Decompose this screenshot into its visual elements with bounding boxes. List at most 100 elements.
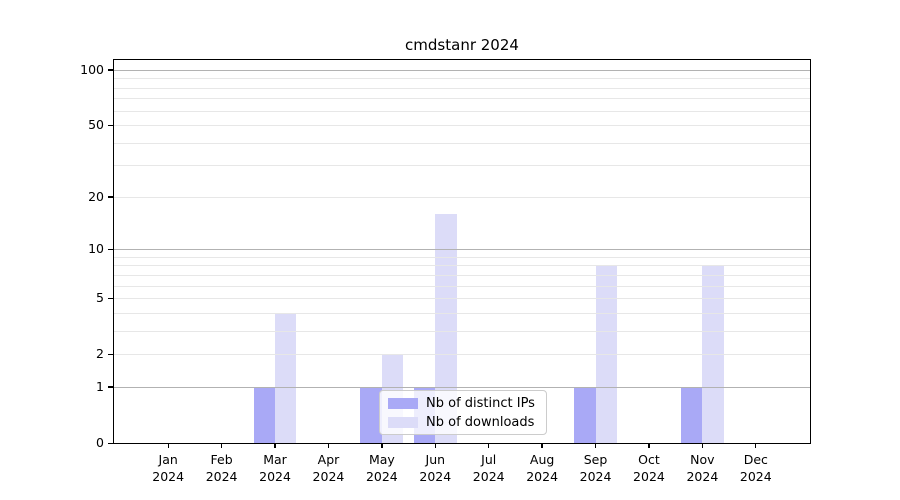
- x-tick-mark: [167, 443, 169, 448]
- grid-line-minor: [114, 110, 810, 112]
- plot-area: 0 1 2 5 10 20 50 100 Jan 2024 Feb 2024 Mar 2024 Apr 202…: [80, 59, 811, 484]
- x-tick-label-year: 2024: [205, 469, 238, 484]
- bar-distinct_ips-may: [360, 386, 382, 443]
- y-tick-label: 5: [96, 290, 104, 306]
- grid-line-minor: [114, 312, 810, 314]
- grid-line-minor: [114, 285, 810, 287]
- legend-label: Nb of downloads: [426, 414, 535, 430]
- y-tick-label: 50: [88, 117, 104, 133]
- x-tick-label-year: 2024: [633, 469, 665, 484]
- x-tick-mark: [381, 443, 383, 448]
- y-tick-mark: [108, 353, 113, 355]
- grid-line-minor: [114, 125, 810, 127]
- grid-line-minor: [114, 256, 810, 258]
- x-tick-label-month: Oct: [638, 452, 660, 467]
- y-tick-label: 10: [88, 241, 104, 257]
- y-tick-label: 1: [96, 378, 104, 394]
- x-tick-label: Dec 2024: [724, 451, 788, 485]
- grid-line-major: [114, 69, 810, 71]
- x-tick-label-month: Dec: [743, 452, 768, 467]
- x-tick-label: Aug 2024: [510, 451, 574, 485]
- x-tick-label: Feb 2024: [190, 451, 254, 485]
- x-tick-mark: [488, 443, 490, 448]
- x-tick-label: Apr 2024: [296, 451, 360, 485]
- x-tick-label-month: Feb: [210, 452, 233, 467]
- bar-distinct_ips-mar: [253, 386, 276, 443]
- x-tick-mark: [701, 443, 704, 448]
- x-tick-label-month: Nov: [690, 452, 715, 467]
- grid-line-minor: [114, 354, 810, 356]
- x-tick-mark: [327, 443, 330, 448]
- x-tick-label-month: Aug: [529, 452, 555, 467]
- legend-item-distinct-ips: Nb of distinct IPs: [388, 395, 538, 411]
- x-tick-label: Mar 2024: [243, 451, 307, 485]
- bar-distinct_ips-nov: [680, 386, 703, 443]
- x-tick-label: Jul 2024: [457, 451, 521, 485]
- legend-swatch-distinct-ips: [388, 397, 418, 409]
- x-tick-label-month: Jun: [425, 452, 446, 467]
- grid-line-minor: [114, 98, 810, 100]
- x-tick-label-year: 2024: [686, 469, 719, 484]
- grid-line-minor: [114, 196, 810, 198]
- grid-line-minor: [114, 265, 810, 267]
- x-tick-mark: [220, 443, 223, 448]
- x-tick-label-year: 2024: [365, 469, 398, 484]
- x-tick-label: Sep 2024: [564, 451, 628, 485]
- y-tick-mark: [108, 196, 113, 198]
- grid-line-major: [114, 386, 810, 389]
- x-tick-mark: [648, 443, 650, 448]
- x-tick-label: Oct 2024: [617, 451, 681, 485]
- y-tick-label: 20: [88, 188, 104, 204]
- grid-line-minor: [114, 330, 810, 332]
- x-tick-label-month: Jan: [158, 452, 178, 467]
- x-tick-label-year: 2024: [419, 469, 452, 484]
- grid-line-minor: [114, 298, 810, 300]
- y-tick-mark: [108, 442, 113, 444]
- legend: Nb of distinct IPs Nb of downloads: [379, 390, 547, 435]
- grid-line-minor: [114, 87, 810, 89]
- x-tick-label-year: 2024: [526, 469, 559, 484]
- y-tick-mark: [108, 248, 113, 250]
- y-tick-mark: [108, 297, 113, 299]
- x-tick-label: Jan 2024: [136, 451, 200, 485]
- grid-line-minor: [114, 274, 810, 276]
- x-tick-label-month: Jul: [481, 452, 497, 467]
- x-tick-label-year: 2024: [152, 469, 185, 484]
- bar-downloads-sep: [595, 265, 617, 443]
- legend-swatch-downloads: [388, 416, 418, 428]
- bar-downloads-mar: [275, 312, 297, 443]
- y-tick-label: 2: [96, 346, 104, 362]
- x-tick-mark: [541, 443, 543, 448]
- x-tick-label: Nov 2024: [670, 451, 734, 485]
- x-tick-mark: [755, 443, 757, 448]
- grid-line-minor: [114, 142, 810, 144]
- bar-distinct_ips-sep: [574, 386, 596, 443]
- legend-label: Nb of distinct IPs: [426, 395, 535, 411]
- y-tick-mark: [108, 386, 113, 388]
- x-tick-mark: [274, 443, 276, 448]
- bar-downloads-nov: [702, 265, 724, 443]
- y-tick-mark: [108, 69, 113, 71]
- x-tick-label-month: Apr: [317, 452, 340, 467]
- x-tick-label-year: 2024: [579, 469, 612, 484]
- y-tick-mark: [108, 124, 113, 126]
- grid-line-minor: [114, 78, 810, 80]
- bar-downloads-jun: [435, 213, 457, 443]
- x-tick-label-year: 2024: [472, 469, 505, 484]
- y-tick-label: 100: [80, 61, 104, 77]
- chart-title: cmdstanr 2024: [405, 36, 519, 54]
- y-tick-label: 0: [96, 435, 104, 450]
- x-tick-label-year: 2024: [259, 469, 291, 484]
- x-tick-label-month: May: [368, 452, 395, 467]
- grid-line-minor: [114, 165, 810, 167]
- x-tick-mark: [594, 443, 597, 448]
- grid-line-major: [114, 249, 810, 251]
- x-tick-label-year: 2024: [739, 469, 772, 484]
- x-tick-label-year: 2024: [312, 469, 345, 484]
- x-tick-label: Jun 2024: [403, 451, 467, 485]
- x-tick-label-month: Sep: [583, 452, 608, 467]
- legend-item-downloads: Nb of downloads: [388, 414, 538, 430]
- x-tick-mark: [434, 443, 436, 448]
- x-tick-label: May 2024: [350, 451, 414, 485]
